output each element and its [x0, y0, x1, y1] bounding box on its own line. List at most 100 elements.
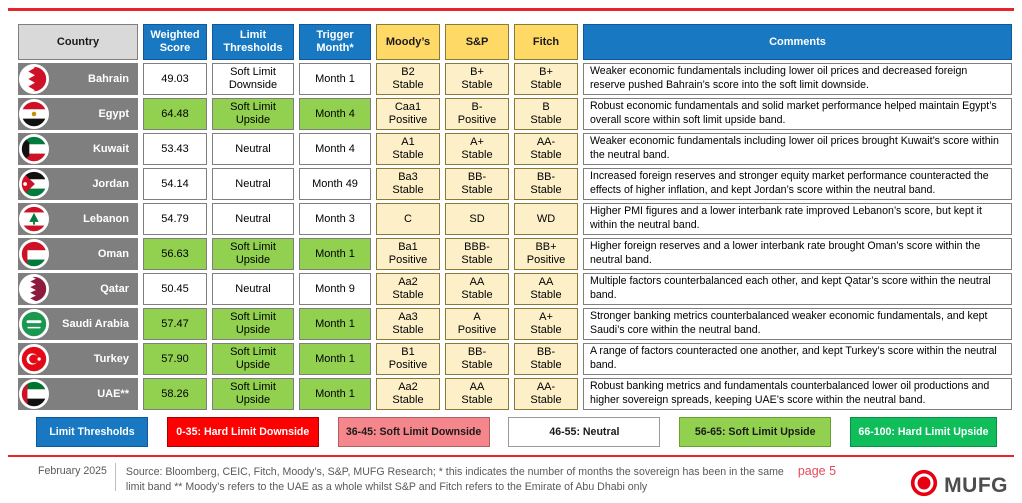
comment-cell: Robust economic fundamentals and solid m…: [583, 98, 1012, 130]
trigger-month-cell: Month 9: [299, 273, 371, 305]
country-cell-kuwait: Kuwait: [18, 133, 138, 165]
limit-threshold-legend: Limit Thresholds 0-35: Hard Limit Downsi…: [36, 417, 997, 447]
page-number: page 5: [797, 464, 837, 478]
country-cell-lebanon: Lebanon: [18, 203, 138, 235]
limit-threshold-cell: Soft Limit Upside: [212, 308, 294, 340]
weighted-score-cell: 49.03: [143, 63, 207, 95]
footer-source-line1: Source: Bloomberg, CEIC, Fitch, Moody’s,…: [125, 466, 784, 478]
country-name: Jordan: [92, 177, 129, 190]
country-name: Saudi Arabia: [62, 317, 129, 330]
turkey-flag-icon: [19, 344, 49, 374]
country-cell-jordan: Jordan: [18, 168, 138, 200]
limit-threshold-cell: Soft Limit Downside: [212, 63, 294, 95]
col-header-moodys: Moody’s: [376, 24, 440, 60]
country-name: Qatar: [100, 282, 129, 295]
weighted-score-cell: 53.43: [143, 133, 207, 165]
country-cell-uae: UAE**: [18, 378, 138, 410]
country-cell-bahrain: Bahrain: [18, 63, 138, 95]
sp-rating-cell: SD: [445, 203, 509, 235]
fitch-rating-cell: BB+ Positive: [514, 238, 578, 270]
comment-cell: Stronger banking metrics counterbalanced…: [583, 308, 1012, 340]
col-header-weighted-score: Weighted Score: [143, 24, 207, 60]
col-header-comments: Comments: [583, 24, 1012, 60]
trigger-month-cell: Month 1: [299, 238, 371, 270]
limit-threshold-cell: Soft Limit Upside: [212, 378, 294, 410]
sp-rating-cell: BB- Stable: [445, 343, 509, 375]
fitch-rating-cell: B+ Stable: [514, 63, 578, 95]
country-cell-saudi-arabia: Saudi Arabia: [18, 308, 138, 340]
sp-rating-cell: BB- Stable: [445, 168, 509, 200]
fitch-rating-cell: AA Stable: [514, 273, 578, 305]
sp-rating-cell: BBB- Stable: [445, 238, 509, 270]
limit-threshold-cell: Soft Limit Upside: [212, 343, 294, 375]
country-name: Kuwait: [92, 142, 129, 155]
fitch-rating-cell: B Stable: [514, 98, 578, 130]
jordan-flag-icon: [19, 169, 49, 199]
trigger-month-cell: Month 4: [299, 98, 371, 130]
top-red-rule: [8, 8, 1014, 11]
comment-cell: Weaker economic fundamentals including l…: [583, 133, 1012, 165]
fitch-rating-cell: AA- Stable: [514, 378, 578, 410]
limit-threshold-cell: Soft Limit Upside: [212, 238, 294, 270]
trigger-month-cell: Month 1: [299, 308, 371, 340]
country-name: Bahrain: [88, 72, 129, 85]
saudi-arabia-flag-icon: [19, 309, 49, 339]
limit-threshold-cell: Neutral: [212, 168, 294, 200]
comment-cell: Higher PMI figures and a lower interbank…: [583, 203, 1012, 235]
fitch-rating-cell: A+ Stable: [514, 308, 578, 340]
sp-rating-cell: A Positive: [445, 308, 509, 340]
mufg-logo-text: MUFG: [944, 473, 1008, 497]
trigger-month-cell: Month 49: [299, 168, 371, 200]
comment-cell: Higher foreign reserves and a lower inte…: [583, 238, 1012, 270]
trigger-month-cell: Month 1: [299, 343, 371, 375]
moodys-rating-cell: Aa3 Stable: [376, 308, 440, 340]
country-name: Lebanon: [83, 212, 129, 225]
comment-cell: Robust banking metrics and fundamentals …: [583, 378, 1012, 410]
country-cell-qatar: Qatar: [18, 273, 138, 305]
sp-rating-cell: AA Stable: [445, 273, 509, 305]
moodys-rating-cell: B1 Positive: [376, 343, 440, 375]
weighted-score-cell: 58.26: [143, 378, 207, 410]
sp-rating-cell: B+ Stable: [445, 63, 509, 95]
trigger-month-cell: Month 4: [299, 133, 371, 165]
limit-threshold-cell: Neutral: [212, 273, 294, 305]
trigger-month-cell: Month 1: [299, 378, 371, 410]
weighted-score-cell: 54.14: [143, 168, 207, 200]
bahrain-flag-icon: [19, 64, 49, 94]
fitch-rating-cell: BB- Stable: [514, 168, 578, 200]
limit-threshold-cell: Neutral: [212, 203, 294, 235]
country-cell-oman: Oman: [18, 238, 138, 270]
weighted-score-cell: 50.45: [143, 273, 207, 305]
sp-rating-cell: B- Positive: [445, 98, 509, 130]
legend-soft-limit-upside: 56-65: Soft Limit Upside: [679, 417, 832, 447]
col-header-sp: S&P: [445, 24, 509, 60]
moodys-rating-cell: B2 Stable: [376, 63, 440, 95]
kuwait-flag-icon: [19, 134, 49, 164]
country-cell-egypt: Egypt: [18, 98, 138, 130]
footer-date: February 2025: [38, 465, 107, 477]
moodys-rating-cell: A1 Stable: [376, 133, 440, 165]
country-name: UAE**: [97, 387, 129, 400]
sp-rating-cell: A+ Stable: [445, 133, 509, 165]
egypt-flag-icon: [19, 99, 49, 129]
col-header-fitch: Fitch: [514, 24, 578, 60]
weighted-score-cell: 56.63: [143, 238, 207, 270]
trigger-month-cell: Month 3: [299, 203, 371, 235]
weighted-score-cell: 57.47: [143, 308, 207, 340]
fitch-rating-cell: BB- Stable: [514, 343, 578, 375]
limit-threshold-cell: Neutral: [212, 133, 294, 165]
sovereign-score-table: Country Weighted Score Limit Thresholds …: [18, 24, 1012, 410]
country-name: Egypt: [98, 107, 129, 120]
uae-flag-icon: [19, 379, 49, 409]
comment-cell: Increased foreign reserves and stronger …: [583, 168, 1012, 200]
country-cell-turkey: Turkey: [18, 343, 138, 375]
legend-hard-limit-upside: 66-100: Hard Limit Upside: [849, 417, 997, 447]
fitch-rating-cell: AA- Stable: [514, 133, 578, 165]
legend-hard-limit-downside: 0-35: Hard Limit Downside: [166, 417, 319, 447]
legend-neutral: 46-55: Neutral: [508, 417, 661, 447]
moodys-rating-cell: Aa2 Stable: [376, 273, 440, 305]
qatar-flag-icon: [19, 274, 49, 304]
col-header-trigger-month: Trigger Month*: [299, 24, 371, 60]
oman-flag-icon: [19, 239, 49, 269]
